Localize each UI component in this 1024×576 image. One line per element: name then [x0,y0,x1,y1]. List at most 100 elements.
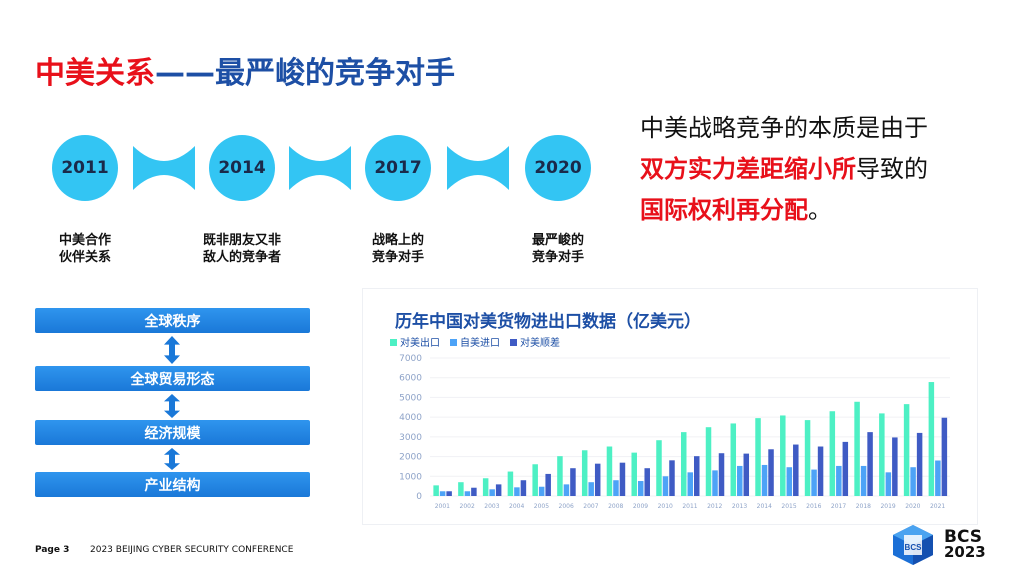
y-tick-label: 5000 [399,393,422,403]
bar-chart: 0 1000 2000 3000 4000 5000 6000 7000 2001 2002 200… [399,354,950,510]
double-arrow-icon [164,336,180,364]
legend-item: 对美顺差 [510,334,560,349]
bar-surplus [694,456,700,496]
x-tick-label: 2012 [707,503,722,510]
bar-surplus [867,432,873,496]
bar-export [507,471,514,496]
bar-surplus [892,437,898,496]
x-tick-label: 2007 [583,503,598,510]
y-tick-label: 6000 [399,374,422,384]
x-tick-label: 2017 [831,503,846,510]
logo-text: BCS [944,527,982,547]
bar-export [606,446,613,496]
bar-import [613,480,619,496]
year-circle: 2020 [525,135,591,201]
bar-surplus [743,453,750,496]
bar-export [656,440,662,496]
x-tick-label: 2002 [460,503,475,510]
x-tick-label: 2016 [806,503,821,510]
chart-panel [362,288,978,525]
bar-import [538,486,545,496]
conference-name: 2023 BEIJING CYBER SECURITY CONFERENCE [90,545,294,555]
factor-bar: 全球贸易形态 [35,366,310,391]
legend-item: 对美出口 [390,334,440,349]
bar-import [737,465,743,496]
bar-surplus [842,441,849,496]
chart-title: 历年中国对美货物进出口数据（亿美元） [395,312,701,332]
bar-export [903,404,910,496]
page-title: 中美关系——最严峻的竞争对手 [35,56,455,91]
bar-surplus [446,491,452,496]
x-tick-label: 2021 [930,503,945,510]
x-tick-label: 2015 [781,503,796,510]
bar-export [631,452,637,496]
timeline-label: 战略上的 竞争对手 [371,233,424,265]
bar-import [910,467,916,496]
bar-export [780,415,786,496]
year-circle: 2011 [52,135,118,201]
cube-logo-icon: BCS [893,525,933,565]
bowtie-connector-icon [132,146,195,190]
bar-export [681,432,687,496]
timeline-label: 中美合作 伙伴关系 [58,233,111,265]
bar-import [786,467,793,496]
bar-surplus [594,463,601,496]
x-tick-label: 2011 [682,503,697,510]
bar-import [761,464,768,496]
bar-import [712,470,718,496]
double-arrow-icon [164,394,180,418]
x-tick-label: 2010 [658,503,673,510]
bar-export [879,413,885,496]
bar-surplus [941,417,948,496]
factor-bar: 全球秩序 [35,308,310,333]
x-tick-label: 2008 [608,503,623,510]
x-tick-label: 2005 [534,503,549,510]
bar-import [514,487,520,496]
bowtie-connector-icon [289,146,351,190]
bar-export [854,401,860,496]
bar-surplus [916,432,923,496]
bar-import [637,481,644,496]
bar-surplus [817,446,824,496]
bar-export [458,482,464,496]
factor-bar: 产业结构 [35,472,310,497]
factor-bar: 经济规模 [35,420,310,445]
bar-import [464,491,471,496]
timeline-label: 既非朋友又非 敌人的竞争者 [202,233,281,265]
year-circle: 2014 [209,135,275,201]
x-tick-label: 2018 [856,503,871,510]
x-tick-label: 2009 [633,503,648,510]
bar-export [433,485,439,496]
double-arrow-icon [164,448,180,470]
bar-surplus [471,487,477,496]
page-number: Page 3 [35,545,70,555]
bar-export [482,478,489,496]
y-tick-label: 2000 [399,453,422,463]
bar-export [804,420,811,496]
legend-item: 自美进口 [450,334,500,349]
bar-import [662,476,669,496]
svg-text:BCS: BCS [905,543,923,552]
bar-import [811,469,817,496]
x-tick-label: 2020 [905,503,920,510]
legend-swatch [510,339,517,346]
chart-legend: 对美出口 自美进口 对美顺差 [390,334,560,349]
bar-import [885,472,892,496]
bar-surplus [644,468,650,496]
bar-export [581,450,588,496]
bar-import [563,484,570,496]
y-tick-label: 3000 [399,433,422,443]
legend-swatch [450,339,457,346]
bar-export [730,423,737,496]
y-tick-label: 4000 [399,413,422,423]
x-tick-label: 2003 [484,503,499,510]
bar-import [687,472,693,496]
bar-surplus [570,468,576,496]
bar-export [557,456,563,496]
bar-surplus [619,462,626,496]
bar-surplus [718,453,725,496]
y-tick-label: 0 [416,492,422,502]
bar-export [755,418,761,496]
bar-export [928,382,935,496]
bar-import [860,465,867,496]
